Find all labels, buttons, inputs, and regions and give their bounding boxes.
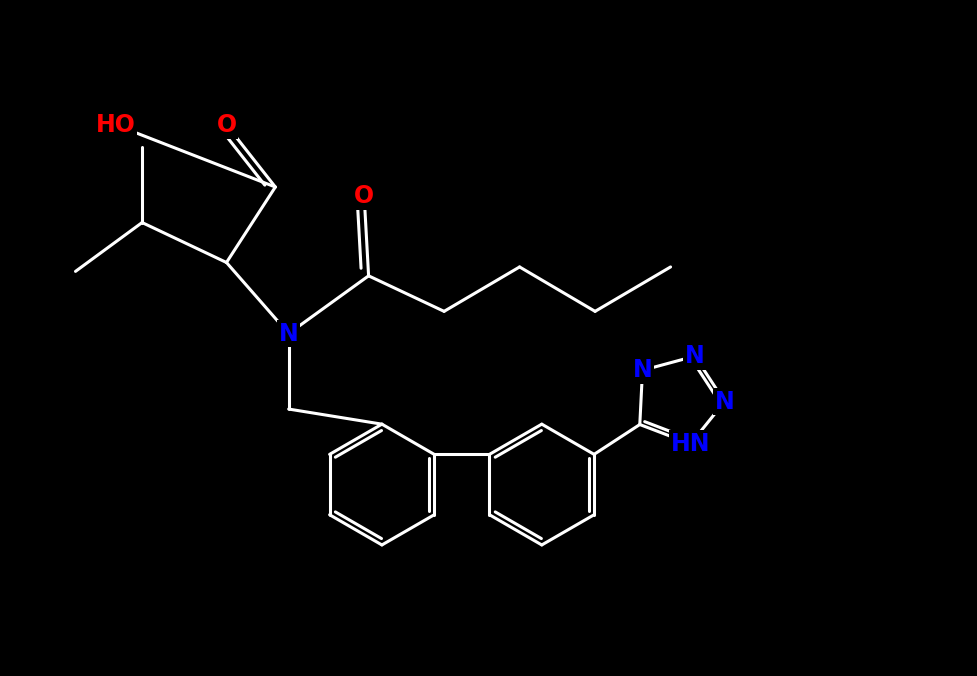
Text: N: N <box>685 344 704 368</box>
Text: HO: HO <box>96 113 136 137</box>
Text: HN: HN <box>671 432 710 456</box>
Text: O: O <box>354 184 374 208</box>
Text: N: N <box>715 389 735 414</box>
Text: O: O <box>217 113 236 137</box>
Text: N: N <box>633 358 653 383</box>
Text: N: N <box>278 322 299 345</box>
